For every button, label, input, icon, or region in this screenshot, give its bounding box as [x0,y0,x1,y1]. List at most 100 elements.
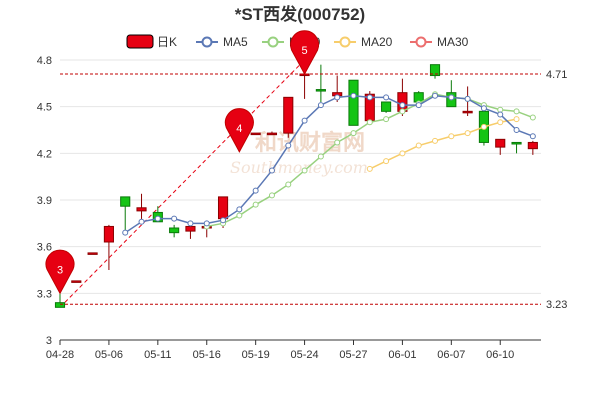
ma10-point [236,212,243,219]
ma5-point [154,215,161,222]
grid-lines [60,59,541,341]
candle-body [462,110,473,114]
candle-body [495,138,506,148]
candle-body [87,252,98,255]
reference-label: 4.71 [546,69,567,81]
x-tick-label: 05-16 [193,349,221,361]
candle-body [185,225,196,232]
ma5-point [350,92,357,99]
candle-body [169,227,180,234]
legend-label: MA30 [437,35,469,49]
ma5-point [464,95,471,102]
ma5-point [383,94,390,101]
ma5-point [268,167,275,174]
ma20-point [448,133,455,140]
watermark-subtext: Southmoney.com [230,158,368,177]
ma5-point [497,111,504,118]
x-tick-label: 05-27 [339,349,367,361]
reference-lines: 4.71 3.23 [60,69,567,311]
x-tick-label: 05-19 [242,349,270,361]
x-tick-label: 04-28 [46,349,74,361]
marker-label: 4 [236,123,242,135]
marker-pin [224,108,254,153]
ma5-point [203,220,210,227]
ma5-point [480,105,487,112]
reference-label: 3.23 [546,299,567,311]
candle-body [120,196,131,207]
candle-body [136,207,147,212]
ma5-point [220,217,227,224]
y-tick-label: 4.8 [37,55,52,67]
legend-swatch-dot [201,36,213,48]
candle-body [250,132,261,136]
legend-swatch-candle [126,34,154,49]
ma5-point [252,187,259,194]
ma10-point [317,153,324,160]
marker-pin [45,249,75,295]
ma20-line [369,118,517,170]
ma5-point [285,142,292,149]
ma10-point [301,167,308,174]
ma10-point [513,108,520,115]
ma10-point [366,119,373,126]
ma20-point [383,158,390,165]
x-axis: 04-28 05-06 05-11 05-16 05-19 05-24 05-27 06-01… [46,339,541,361]
candle-body [103,225,114,243]
x-tick-label: 05-24 [291,349,319,361]
ma10-point [334,139,341,146]
legend-swatch-dot [339,36,351,48]
y-tick-label: 3 [46,335,52,347]
candle-body [511,141,522,145]
marker-pin [290,30,320,76]
candle-body [266,132,278,136]
y-axis: 3 3.3 3.6 3.9 4.2 4.5 4.8 [37,55,52,347]
ma5-point [415,102,422,109]
marker-label: 5 [302,45,308,57]
chart-title: *ST西发(000752) [235,4,365,24]
y-tick-label: 4.2 [37,148,52,160]
candle-body [381,101,392,112]
legend-swatch-dot [267,36,279,48]
ma5-point [236,206,243,213]
ma10-point [383,116,390,123]
candle-body [283,96,294,134]
trend-line [59,59,305,308]
ma10-point [529,114,536,121]
chart-legend: 日KMA5MA10MA20MA30 [126,34,469,49]
ma5-point [366,94,373,101]
ma5-point [171,215,178,222]
ma5-point [334,94,341,101]
ma5-point [138,218,145,225]
ma20-point [399,150,406,157]
candle-body [71,280,82,283]
legend-label: MA5 [223,35,248,49]
markers: 3 4 5 [45,30,320,295]
trend-line-dashed [59,59,305,308]
legend-swatch-dot [415,36,427,48]
candle-body [315,89,326,92]
ma10-point [268,192,275,199]
ma10-point [252,201,259,208]
legend-label: MA20 [361,35,393,49]
ma10-point [350,130,357,137]
y-tick-label: 4.5 [37,102,52,114]
ma5-point [187,220,194,227]
candles [54,63,538,308]
candle-body [217,196,229,220]
ma5-point [529,133,536,140]
ma10-point [399,108,406,115]
ma5-point [317,102,324,109]
x-tick-label: 06-07 [437,349,465,361]
candle-body [348,79,359,126]
ma20-point [464,130,471,137]
ma10-point [285,181,292,188]
ma20-point [415,142,422,149]
x-tick-label: 06-10 [486,349,514,361]
legend-label: 日K [157,35,177,49]
ma5-point [399,102,406,109]
y-tick-label: 3.9 [37,195,52,207]
moving-average-lines [122,91,536,236]
ma5-point [301,117,308,124]
candle-body [54,302,66,308]
